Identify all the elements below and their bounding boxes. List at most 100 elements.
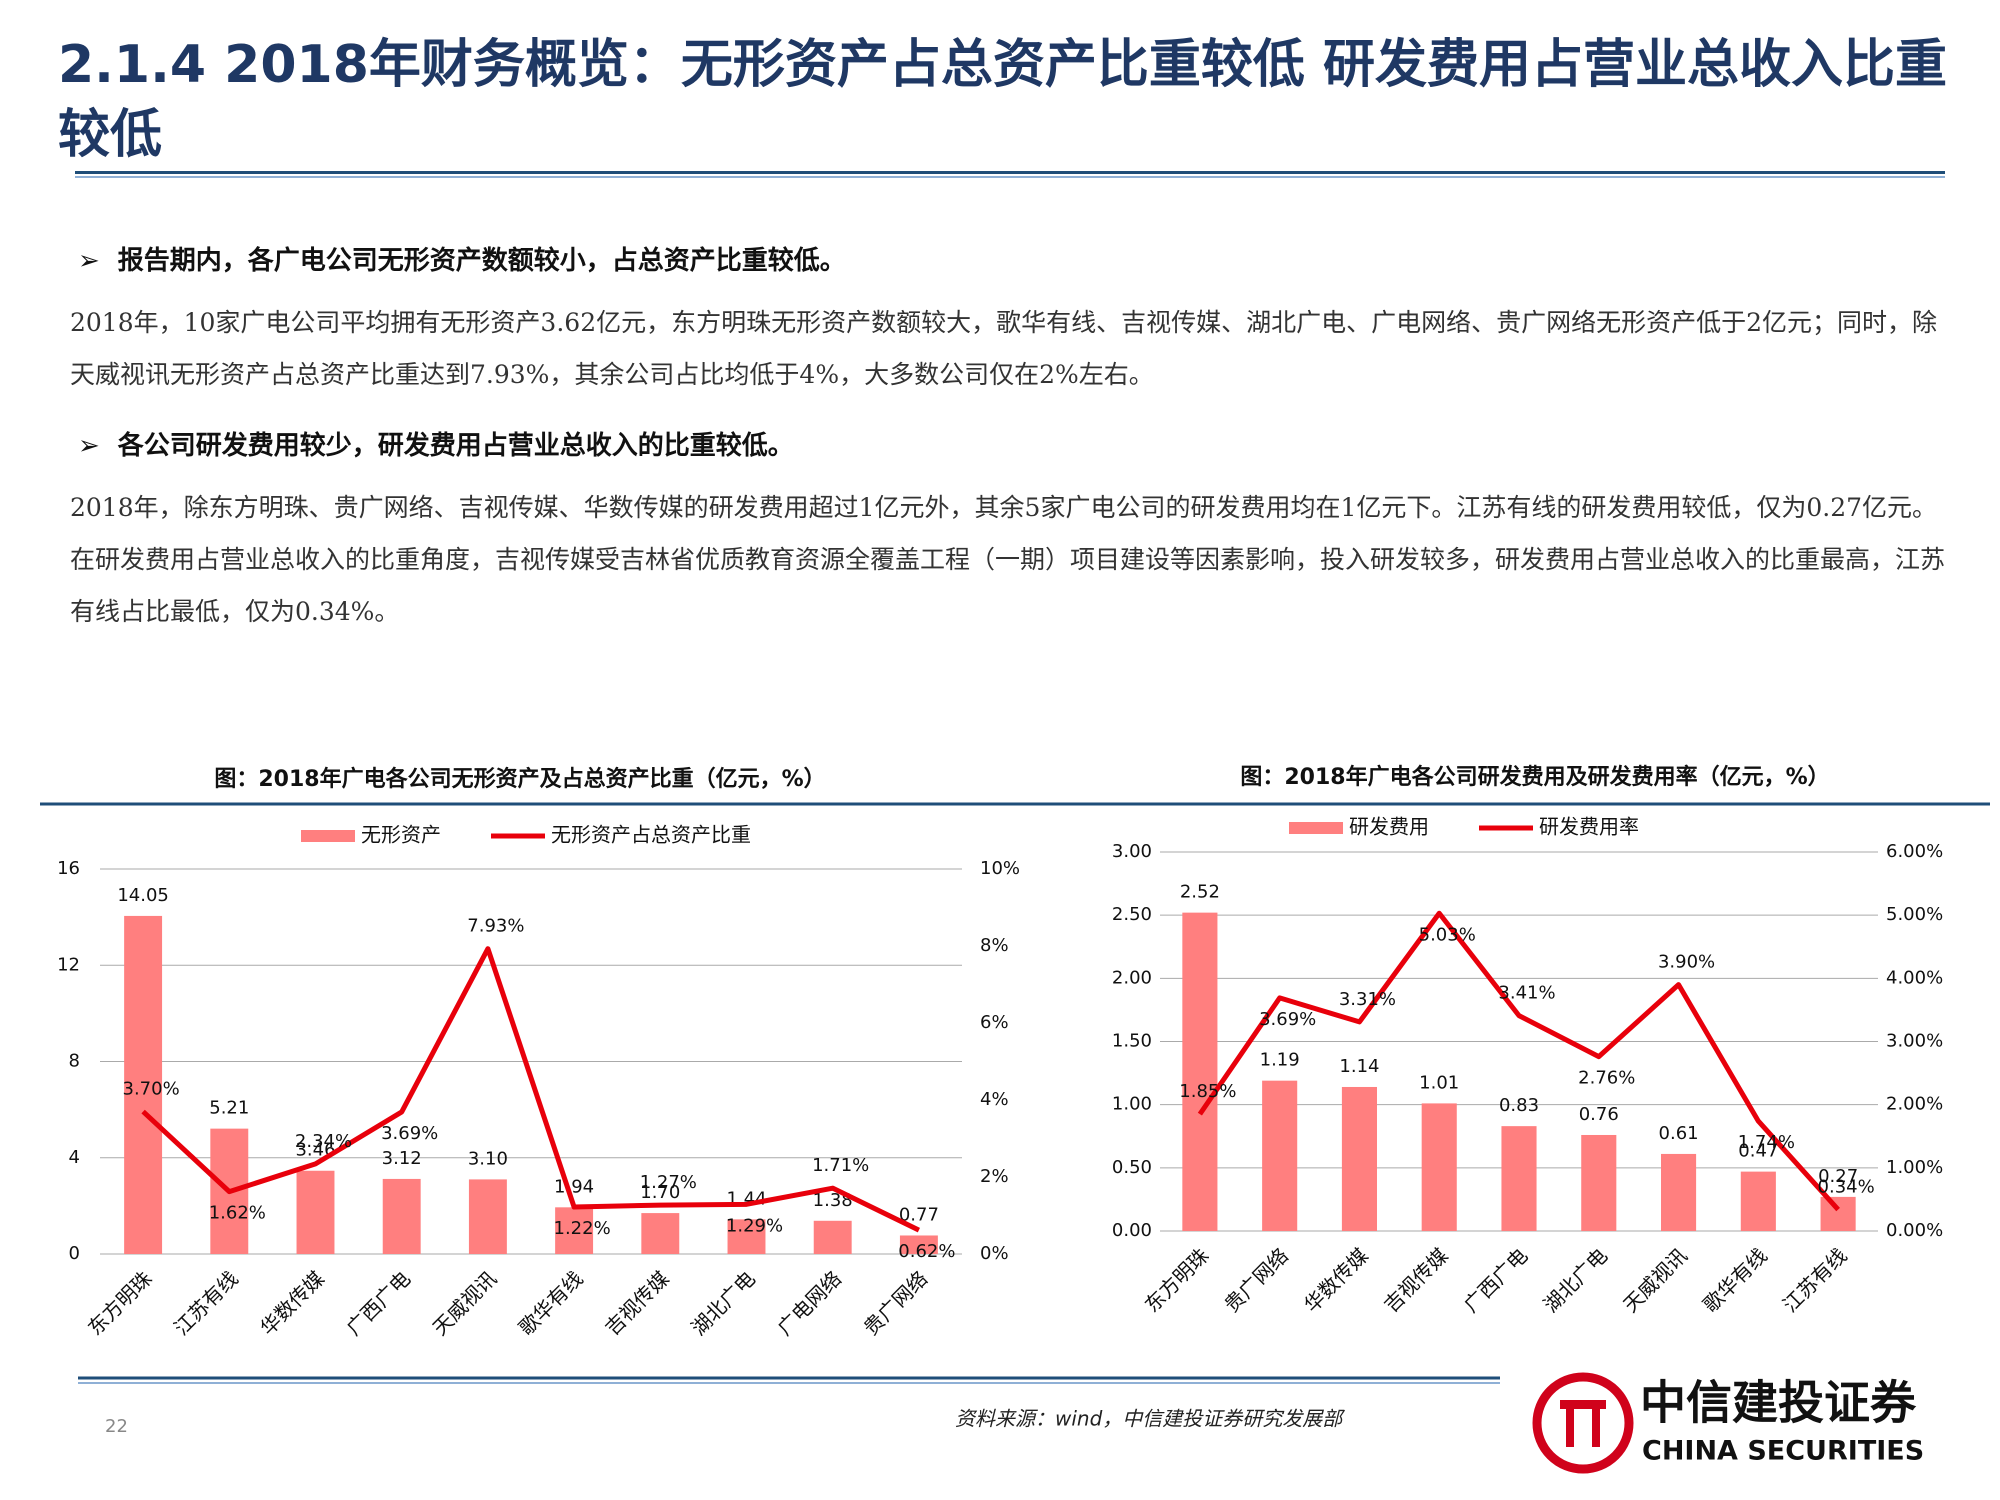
page-title: 2.1.4 2018年财务概览：无形资产占总资产比重较低 研发费用占营业总收入比… bbox=[58, 35, 1947, 165]
x-tick-label: 贵广网络 bbox=[859, 1266, 933, 1340]
line-series bbox=[1197, 910, 1840, 1212]
x-tick-label: 东方明珠 bbox=[1140, 1243, 1214, 1317]
x-tick-label: 广西广电 bbox=[1459, 1243, 1533, 1317]
line-value-label: 1.74% bbox=[1738, 1132, 1795, 1153]
y2-tick-label: 4% bbox=[980, 1089, 1009, 1110]
logo-en: CHINA SECURITIES bbox=[1642, 1436, 1924, 1467]
logo-ring bbox=[1532, 1372, 1634, 1474]
bar bbox=[1501, 1126, 1537, 1231]
y2-tick-label: 2% bbox=[980, 1166, 1009, 1187]
line-series bbox=[141, 946, 920, 1233]
bar-value-label: 0.27 bbox=[1818, 1166, 1858, 1187]
y-tick-label: 0.00 bbox=[1112, 1220, 1152, 1241]
x-tick-label: 华数传媒 bbox=[1299, 1243, 1373, 1317]
y-tick-label: 2.50 bbox=[1112, 904, 1152, 925]
bar-value-label: 1.94 bbox=[554, 1176, 594, 1197]
bar bbox=[899, 1235, 938, 1254]
bar-value-label: 1.01 bbox=[1419, 1072, 1459, 1093]
bar-value-label: 1.14 bbox=[1339, 1056, 1379, 1077]
line-value-label: 1.85% bbox=[1179, 1081, 1236, 1102]
bar bbox=[555, 1207, 594, 1254]
y2-tick-label: 6.00% bbox=[1886, 841, 1943, 862]
x-tick-label: 广西广电 bbox=[342, 1266, 416, 1340]
x-tick-label: 吉视传媒 bbox=[600, 1266, 674, 1340]
line-value-label: 3.70% bbox=[123, 1079, 180, 1100]
bar-value-label: 3.12 bbox=[382, 1148, 422, 1169]
x-tick-label: 江苏有线 bbox=[1778, 1243, 1852, 1317]
y-tick-label: 4 bbox=[69, 1147, 80, 1168]
line-value-label: 3.69% bbox=[1259, 1009, 1316, 1030]
y2-tick-label: 6% bbox=[980, 1012, 1009, 1033]
y2-tick-label: 8% bbox=[980, 935, 1009, 956]
y-tick-label: 16 bbox=[57, 858, 80, 879]
bar bbox=[296, 1170, 335, 1254]
x-tick-label: 天威视讯 bbox=[428, 1266, 502, 1340]
legend-label: 无形资产 bbox=[361, 823, 441, 847]
x-tick-label: 华数传媒 bbox=[255, 1266, 329, 1340]
legend-swatch bbox=[301, 830, 355, 842]
bullet-heading: 各公司研发费用较少，研发费用占营业总收入的比重较低。 bbox=[78, 425, 1958, 462]
bar bbox=[1820, 1196, 1856, 1231]
y2-tick-label: 5.00% bbox=[1886, 904, 1943, 925]
line-value-label: 3.31% bbox=[1339, 989, 1396, 1010]
y2-tick-label: 2.00% bbox=[1886, 1094, 1943, 1115]
bar-value-label: 0.77 bbox=[899, 1204, 939, 1225]
chart-title: 图：2018年广电各公司无形资产及占总资产比重（亿元，%） bbox=[214, 766, 825, 792]
bar bbox=[1341, 1086, 1377, 1231]
bar bbox=[1182, 912, 1218, 1231]
logo: 中信建投证券 CHINA SECURITIES bbox=[1532, 1372, 1924, 1474]
x-tick-label: 吉视传媒 bbox=[1379, 1243, 1453, 1317]
bar-value-label: 14.05 bbox=[117, 885, 169, 906]
bar-value-label: 3.10 bbox=[468, 1148, 508, 1169]
bar bbox=[1421, 1103, 1457, 1231]
line-value-label: 0.34% bbox=[1818, 1177, 1875, 1198]
bar bbox=[1581, 1134, 1617, 1231]
bar-value-label: 0.76 bbox=[1579, 1104, 1619, 1125]
y-tick-label: 8 bbox=[69, 1051, 80, 1072]
line-value-label: 0.62% bbox=[898, 1241, 955, 1262]
bar bbox=[813, 1220, 852, 1254]
y2-tick-label: 4.00% bbox=[1886, 967, 1943, 988]
title-rule bbox=[75, 176, 1945, 178]
bar-value-label: 0.47 bbox=[1738, 1141, 1778, 1162]
y2-tick-label: 1.00% bbox=[1886, 1157, 1943, 1178]
bar bbox=[1262, 1080, 1298, 1231]
line-value-label: 1.27% bbox=[640, 1172, 697, 1193]
x-tick-label: 湖北广电 bbox=[1539, 1243, 1613, 1317]
source-note: 资料来源：wind，中信建投证券研究发展部 bbox=[955, 1407, 1345, 1431]
logo-shape bbox=[1592, 1409, 1600, 1447]
bar-value-label: 0.83 bbox=[1499, 1095, 1539, 1116]
bullet-body: 2018年，除东方明珠、贵广网络、吉视传媒、华数传媒的研发费用超过1亿元外，其余… bbox=[70, 493, 1946, 626]
legend-label: 无形资产占总资产比重 bbox=[551, 823, 751, 847]
logo-cn: 中信建投证券 bbox=[1640, 1376, 1917, 1430]
x-tick-label: 广电网络 bbox=[773, 1266, 847, 1340]
line-value-label: 2.34% bbox=[295, 1131, 352, 1152]
bullet-heading: 报告期内，各广电公司无形资产数额较小，占总资产比重较低。 bbox=[78, 240, 1958, 277]
line-value-label: 3.41% bbox=[1498, 983, 1555, 1004]
line-value-label: 3.69% bbox=[381, 1123, 438, 1144]
bar bbox=[727, 1219, 766, 1254]
line-value-label: 1.22% bbox=[554, 1218, 611, 1239]
line-value-label: 3.90% bbox=[1658, 952, 1715, 973]
y-tick-label: 12 bbox=[57, 954, 80, 975]
x-tick-label: 天威视讯 bbox=[1618, 1243, 1692, 1317]
x-tick-label: 江苏有线 bbox=[169, 1266, 243, 1340]
bar bbox=[641, 1213, 680, 1254]
bar-value-label: 5.21 bbox=[209, 1098, 249, 1119]
logo-shape bbox=[1560, 1400, 1606, 1409]
legend-swatch bbox=[1289, 822, 1343, 834]
bar bbox=[1740, 1171, 1776, 1231]
y-tick-label: 0 bbox=[69, 1243, 80, 1264]
x-tick-label: 歌华有线 bbox=[1698, 1243, 1772, 1317]
logo-shape bbox=[1566, 1409, 1574, 1447]
line-value-label: 2.76% bbox=[1578, 1068, 1635, 1089]
x-tick-label: 歌华有线 bbox=[514, 1266, 588, 1340]
y-tick-label: 3.00 bbox=[1112, 841, 1152, 862]
y2-tick-label: 10% bbox=[980, 858, 1020, 879]
x-tick-label: 贵广网络 bbox=[1220, 1243, 1294, 1317]
page-number: 22 bbox=[105, 1416, 128, 1437]
bar bbox=[124, 915, 163, 1254]
x-tick-label: 东方明珠 bbox=[83, 1266, 157, 1340]
y-tick-label: 0.50 bbox=[1112, 1157, 1152, 1178]
